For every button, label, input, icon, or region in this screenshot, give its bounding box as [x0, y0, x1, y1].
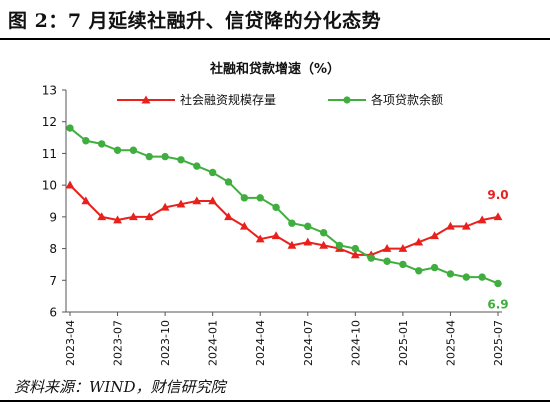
- series-2-point: [272, 203, 280, 212]
- series-2-point: [415, 267, 423, 275]
- series-1-point: [287, 240, 297, 249]
- x-tick-label: 2024-07: [302, 320, 315, 366]
- series-1-point: [446, 221, 455, 230]
- x-tick-label: 2025-07: [492, 320, 505, 366]
- series-1-point: [477, 215, 487, 224]
- series-2-point: [319, 229, 328, 237]
- axes: 6 7 8 9 10 11 12 13 2023-04 2023-07 2023-10 2024-01…: [42, 84, 505, 366]
- series-1-point: [271, 231, 281, 240]
- series-2-point: [399, 260, 407, 269]
- chart-area: 社融和贷款增速（%） 社会融资规模存量 各项贷款余额 6 7 8 9 10 11 12 13 2…: [0, 42, 550, 368]
- x-tick-label: 2024-10: [349, 320, 362, 366]
- legend-label-series-1: 社会融资规模存量: [180, 92, 276, 107]
- series-2-point: [161, 152, 169, 161]
- series-2-line: [69, 127, 499, 285]
- series-2-point: [240, 194, 249, 202]
- series-1-point: [224, 212, 233, 221]
- series-2-point: [145, 152, 153, 161]
- series-2-point: [82, 137, 90, 145]
- figure-title: 图 2：7 月延续社融升、信贷降的分化态势: [8, 10, 382, 32]
- series-1-point: [414, 237, 424, 246]
- series-1-point: [81, 196, 91, 205]
- legend: 社会融资规模存量 各项贷款余额: [117, 92, 443, 107]
- series-2-point: [335, 241, 344, 250]
- series-2-point: [304, 222, 312, 231]
- x-tick-label: 2024-04: [254, 320, 267, 366]
- y-tick-label: 10: [42, 179, 57, 193]
- series-1-point: [65, 180, 75, 189]
- data-labels: 9.0 6.9: [487, 188, 508, 312]
- series-1-point: [430, 231, 439, 240]
- chart-title: 社融和贷款增速（%）: [209, 61, 340, 77]
- y-tick-label: 11: [42, 147, 57, 161]
- series-1-point: [160, 202, 170, 211]
- legend-label-series-2: 各项贷款余额: [371, 92, 443, 107]
- series-2-point: [98, 140, 106, 148]
- series-2-point: [193, 162, 201, 170]
- x-tick-label: 2025-04: [444, 320, 457, 366]
- series-2-point: [383, 257, 391, 265]
- y-tick-label: 8: [49, 242, 57, 256]
- x-tick-label: 2023-04: [64, 320, 77, 366]
- legend-marker-series-2: [343, 96, 351, 104]
- series-2-point: [351, 244, 360, 253]
- series-1-point: [398, 243, 408, 252]
- series-1-point: [239, 221, 249, 230]
- series-1-point: [97, 212, 107, 221]
- series-2-point: [462, 273, 470, 281]
- series-2-point: [177, 156, 185, 164]
- x-tick-label: 2024-01: [207, 320, 220, 366]
- series-1-point: [176, 199, 186, 208]
- series-1-point: [461, 221, 471, 230]
- series-1-point: [144, 212, 154, 221]
- series-1-point: [129, 212, 138, 221]
- series-2-point: [288, 219, 296, 227]
- x-tick-label: 2023-10: [159, 320, 172, 366]
- series-2-point: [367, 254, 375, 262]
- series-1-point: [493, 212, 503, 221]
- legend-marker-series-1: [141, 95, 151, 104]
- series-1-point: [350, 250, 360, 259]
- series-1-point: [113, 215, 122, 224]
- top-divider: [0, 38, 550, 40]
- line-chart: 社融和贷款增速（%） 社会融资规模存量 各项贷款余额 6 7 8 9 10 11 12 13 2…: [42, 61, 509, 366]
- series-2-point: [224, 178, 233, 186]
- y-tick-label: 9: [49, 210, 57, 224]
- series-2-point: [113, 146, 122, 154]
- x-tick-label: 2023-07: [112, 320, 125, 366]
- y-tick-label: 13: [42, 84, 57, 98]
- legend-item-series-2: 各项贷款余额: [328, 92, 443, 107]
- series-2-point: [446, 270, 455, 278]
- series-2-point: [478, 273, 486, 281]
- series-1-point: [382, 243, 392, 252]
- series-1-point: [255, 234, 265, 243]
- legend-item-series-1: 社会融资规模存量: [117, 92, 276, 107]
- series-2-point: [129, 146, 138, 154]
- source-note: 资料来源：WIND，财信研究院: [14, 378, 226, 396]
- series-2-end-label: 6.9: [487, 297, 508, 311]
- series-2-point: [256, 194, 264, 202]
- series-1-point: [208, 196, 218, 205]
- series-1-end-label: 9.0: [487, 188, 508, 202]
- series-2-point: [430, 263, 439, 272]
- y-tick-label: 7: [49, 274, 57, 288]
- series-1-point: [192, 196, 202, 205]
- series-2-point: [66, 124, 74, 132]
- y-tick-label: 6: [49, 306, 57, 320]
- y-tick-label: 12: [42, 115, 57, 129]
- series-1-point: [303, 237, 313, 246]
- series-2-point: [494, 279, 502, 288]
- series-2-point: [208, 168, 217, 177]
- x-tick-label: 2025-01: [397, 320, 410, 366]
- series-1-point: [319, 240, 329, 249]
- plot-area: [65, 124, 503, 288]
- series-1-line: [69, 184, 499, 256]
- bottom-divider: [0, 400, 550, 402]
